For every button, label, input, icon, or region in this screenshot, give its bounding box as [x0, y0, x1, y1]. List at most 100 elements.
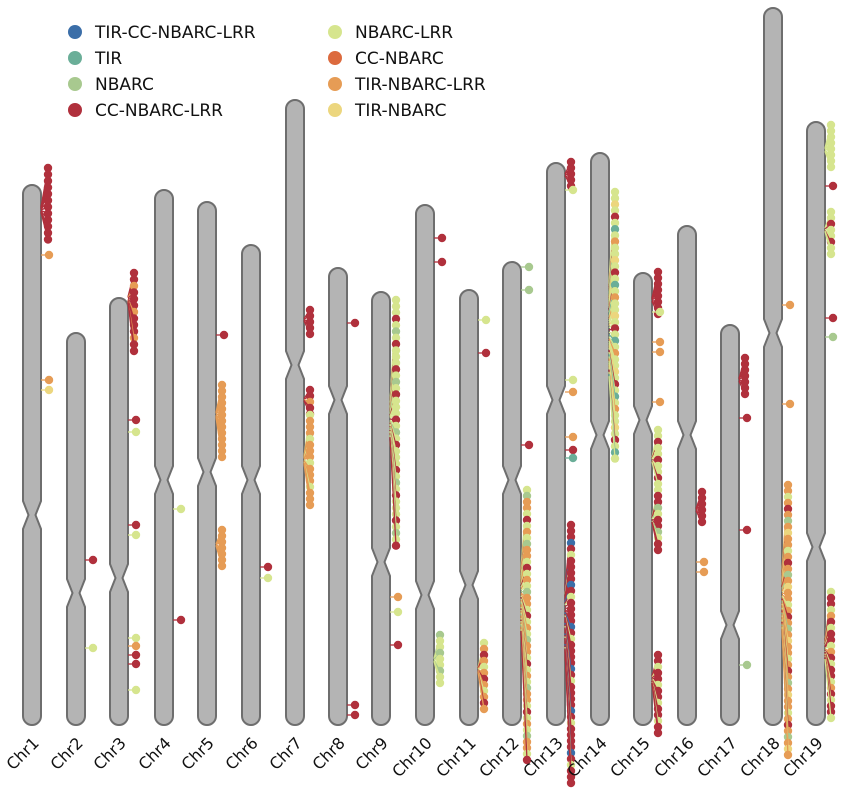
gene-marker — [305, 440, 315, 450]
gene-marker — [305, 305, 315, 315]
gene-marker — [566, 169, 576, 179]
gene-marker — [610, 330, 620, 339]
chromosome-label-11: Chr11 — [432, 733, 480, 781]
gene-marker — [653, 497, 663, 507]
gene-marker — [742, 525, 752, 535]
gene-marker — [653, 722, 663, 732]
gene-marker — [129, 281, 139, 291]
gene-marker — [391, 377, 401, 387]
gene-marker — [653, 285, 663, 295]
gene-marker — [783, 510, 793, 520]
gene-marker — [783, 540, 793, 550]
gene-marker — [391, 321, 401, 330]
gene-marker — [481, 315, 491, 325]
gene-marker — [129, 268, 139, 278]
gene-marker — [219, 330, 229, 340]
gene-marker — [522, 533, 532, 543]
gene-marker — [522, 539, 532, 549]
legend-label-1: TIR — [94, 49, 122, 69]
gene-marker — [655, 397, 665, 407]
gene-marker — [610, 299, 620, 308]
gene-marker — [522, 527, 532, 537]
gene-marker — [653, 491, 663, 501]
gene-marker — [305, 317, 315, 327]
gene-marker — [217, 404, 227, 414]
gene-marker — [479, 662, 489, 672]
chromosome-17 — [720, 324, 740, 726]
gene-marker — [435, 636, 445, 646]
gene-marker — [522, 515, 532, 525]
gene-marker — [610, 262, 620, 271]
gene-marker — [785, 300, 795, 310]
gene-marker — [522, 509, 532, 519]
gene-marker — [826, 120, 836, 130]
gene-link-line — [608, 376, 616, 459]
gene-marker — [783, 558, 793, 568]
gene-marker — [391, 384, 401, 393]
gene-marker — [479, 698, 489, 708]
chromosome-label-4: Chr4 — [134, 733, 174, 773]
gene-marker — [522, 755, 532, 765]
gene-marker — [522, 581, 532, 591]
gene-marker — [524, 262, 534, 272]
gene-marker — [129, 346, 139, 356]
gene-marker — [653, 485, 663, 495]
chromosome-8 — [328, 267, 348, 726]
gene-marker — [826, 225, 836, 235]
gene-marker — [653, 267, 663, 277]
legend-swatch-2 — [68, 77, 82, 91]
gene-marker — [697, 517, 707, 527]
gene-marker — [610, 305, 620, 314]
gene-marker — [610, 268, 620, 277]
chromosome-13 — [546, 162, 566, 726]
gene-marker — [568, 432, 578, 442]
gene-marker — [566, 526, 576, 536]
chromosome-label-layer: Chr1 Chr2 Chr3 Chr4 Chr5 Chr6 Chr7 Chr8 Chr9Chr1… — [2, 733, 826, 781]
gene-link-line — [215, 417, 223, 458]
gene-marker — [740, 365, 750, 375]
gene-marker — [653, 291, 663, 301]
chromosome-label-3: Chr3 — [89, 733, 129, 773]
gene-marker — [566, 778, 576, 788]
gene-marker — [522, 521, 532, 531]
legend-label-0: TIR-CC-NBARC-LRR — [94, 23, 256, 43]
gene-link-line — [127, 302, 135, 352]
gene-marker — [826, 701, 836, 711]
gene-marker — [740, 353, 750, 363]
gene-marker — [566, 520, 576, 530]
gene-marker — [131, 641, 141, 651]
gene-marker — [350, 318, 360, 328]
gene-marker — [653, 728, 663, 738]
gene-marker — [305, 446, 315, 456]
gene-marker — [783, 486, 793, 496]
gene-marker — [653, 674, 663, 684]
gene-marker — [653, 279, 663, 289]
gene-marker — [783, 492, 793, 502]
gene-marker — [653, 650, 663, 660]
gene-marker — [826, 617, 836, 627]
gene-marker — [655, 347, 665, 357]
gene-marker — [826, 138, 836, 148]
legend-label-3: CC-NBARC-LRR — [95, 101, 223, 121]
chromosome-label-5: Chr5 — [177, 733, 217, 773]
gene-marker — [826, 641, 836, 651]
gene-marker — [131, 633, 141, 643]
gene-marker — [391, 358, 401, 368]
gene-marker — [305, 422, 315, 432]
gene-marker — [44, 375, 54, 385]
gene-marker — [566, 580, 576, 590]
gene-marker — [217, 398, 227, 408]
gene-marker — [217, 452, 227, 462]
gene-marker — [828, 332, 838, 342]
gene-marker — [435, 654, 445, 664]
gene-marker — [568, 453, 578, 463]
gene-marker — [655, 337, 665, 347]
gene-marker — [783, 534, 793, 544]
gene-marker — [826, 611, 836, 621]
gene-marker — [566, 604, 576, 614]
gene-marker — [305, 329, 315, 339]
gene-marker — [43, 189, 53, 199]
gene-marker — [783, 504, 793, 514]
chromosome-label-6: Chr6 — [221, 733, 261, 773]
gene-marker — [131, 520, 141, 530]
